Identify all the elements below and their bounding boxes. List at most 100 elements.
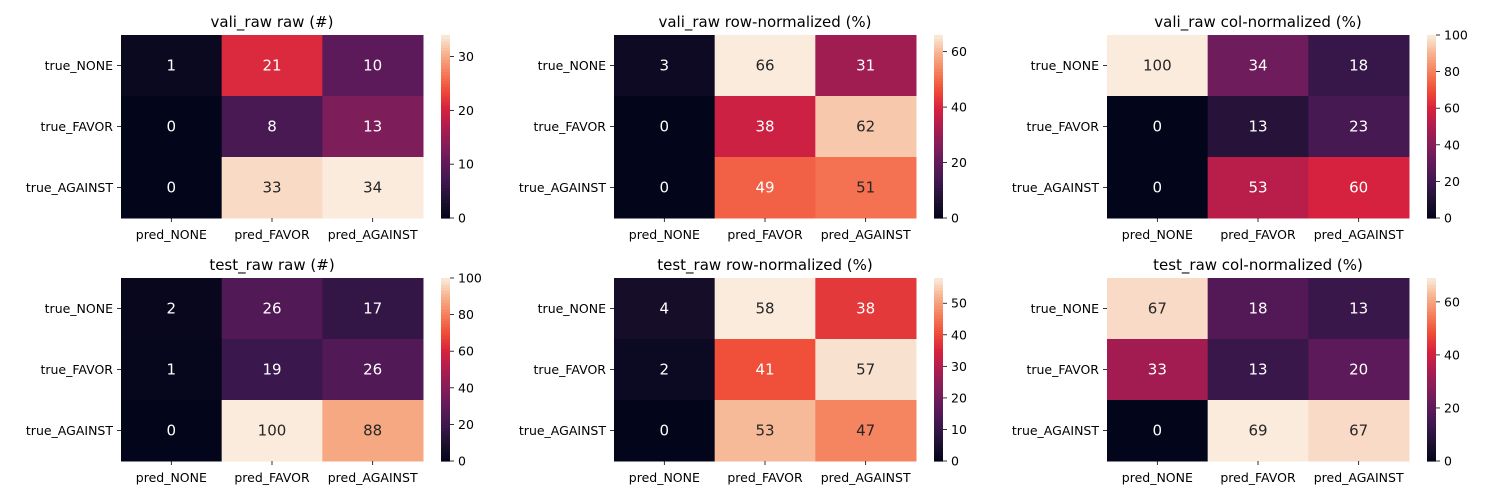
row-tick-label: true_AGAINST bbox=[26, 423, 113, 438]
heatmap-panel-6: test_raw col-normalized (%) 67 18 13 33 13 20 0… bbox=[1012, 256, 1460, 485]
colorbar-segment bbox=[1427, 335, 1436, 340]
colorbar-segment bbox=[1427, 208, 1436, 213]
colorbar-segment bbox=[1427, 153, 1436, 158]
heatmap-cell bbox=[714, 339, 816, 401]
colorbar-segment bbox=[441, 202, 450, 207]
colorbar-segment bbox=[1427, 384, 1436, 389]
row-tick-label: true_NONE bbox=[45, 58, 113, 73]
cell-value-label: 13 bbox=[1248, 118, 1267, 136]
colorbar-segment bbox=[441, 208, 450, 213]
colorbar-segment bbox=[934, 345, 943, 349]
colorbar-segment bbox=[441, 196, 450, 201]
chart-title: test_raw raw (#) bbox=[209, 256, 334, 275]
colorbar-segment bbox=[934, 157, 943, 161]
colorbar-segment bbox=[441, 193, 450, 198]
heatmap-cell bbox=[815, 96, 917, 158]
colorbar-segment bbox=[441, 290, 450, 294]
colorbar-segment bbox=[441, 56, 450, 60]
col-tick-label: pred_AGAINST bbox=[1314, 227, 1404, 242]
heatmap-cell bbox=[1207, 157, 1309, 219]
colorbar-segment bbox=[1427, 369, 1436, 374]
heatmap-cell bbox=[121, 400, 223, 462]
cell-value-label: 0 bbox=[1153, 118, 1163, 136]
colorbar-segment bbox=[1427, 89, 1436, 94]
heatmap-cell bbox=[614, 400, 716, 462]
colorbar-segment bbox=[934, 135, 943, 140]
colorbar-tick-label: 10 bbox=[458, 157, 474, 172]
cell-value-label: 4 bbox=[660, 300, 670, 318]
colorbar-segment bbox=[1427, 332, 1436, 337]
colorbar-segment bbox=[934, 396, 943, 401]
colorbar-segment bbox=[934, 403, 943, 407]
heatmap-cell bbox=[815, 400, 917, 462]
cell-value-label: 41 bbox=[755, 361, 774, 379]
colorbar-tick-label: 20 bbox=[951, 155, 967, 170]
cell-value-label: 69 bbox=[1248, 422, 1267, 440]
colorbar-segment bbox=[441, 375, 450, 380]
colorbar-tick-label: 0 bbox=[458, 454, 466, 469]
colorbar-segment bbox=[934, 111, 943, 115]
cell-value-label: 2 bbox=[167, 300, 177, 318]
col-tick-label: pred_NONE bbox=[629, 227, 700, 242]
cell-value-label: 57 bbox=[856, 361, 875, 379]
colorbar-tick-label: 60 bbox=[1444, 294, 1460, 309]
colorbar-segment bbox=[1427, 445, 1436, 450]
heatmap-cell bbox=[221, 35, 323, 97]
colorbar-segment bbox=[934, 172, 943, 176]
colorbar-segment bbox=[934, 80, 943, 85]
col-tick-label: pred_FAVOR bbox=[234, 470, 310, 485]
heatmap-cell bbox=[1207, 400, 1309, 462]
colorbar-segment bbox=[441, 317, 450, 322]
heatmap-cell bbox=[714, 400, 816, 462]
cell-value-label: 34 bbox=[1248, 57, 1267, 75]
colorbar-segment bbox=[934, 163, 943, 167]
colorbar-tick-label: 0 bbox=[951, 211, 959, 226]
colorbar-segment bbox=[934, 320, 943, 325]
colorbar-segment bbox=[934, 102, 943, 106]
colorbar-segment bbox=[934, 41, 943, 45]
colorbar-segment bbox=[441, 53, 450, 57]
colorbar-segment bbox=[441, 144, 450, 149]
colorbar-segment bbox=[934, 169, 943, 173]
col-tick-label: pred_FAVOR bbox=[234, 227, 310, 242]
colorbar-segment bbox=[934, 393, 943, 398]
colorbar-tick-label: 20 bbox=[458, 417, 474, 432]
colorbar-segment bbox=[1427, 138, 1436, 143]
colorbar-segment bbox=[1427, 320, 1436, 325]
heatmap-cell bbox=[815, 278, 917, 340]
colorbar-segment bbox=[1427, 71, 1436, 76]
colorbar-segment bbox=[1427, 196, 1436, 201]
colorbar-segment bbox=[1427, 436, 1436, 441]
colorbar-segment bbox=[934, 89, 943, 94]
heatmap-cell bbox=[1207, 35, 1309, 97]
colorbar-segment bbox=[934, 372, 943, 377]
colorbar-segment bbox=[934, 332, 943, 337]
colorbar-segment bbox=[441, 150, 450, 155]
colorbar-segment bbox=[1427, 175, 1436, 179]
colorbar-segment bbox=[441, 157, 450, 161]
colorbar-segment bbox=[1427, 169, 1436, 173]
cell-value-label: 66 bbox=[755, 57, 774, 75]
colorbar-segment bbox=[1427, 38, 1436, 42]
cell-value-label: 0 bbox=[1153, 422, 1163, 440]
colorbar-segment bbox=[441, 335, 450, 340]
heatmap-cell bbox=[121, 278, 223, 340]
heatmap-panel-3: vali_raw col-normalized (%) 100 34 18 0 13 23 0… bbox=[1012, 13, 1468, 242]
colorbar-segment bbox=[934, 342, 943, 346]
colorbar-tick-label: 0 bbox=[1444, 454, 1452, 469]
chart-title: vali_raw row-normalized (%) bbox=[658, 13, 871, 32]
heatmap-cell bbox=[1107, 278, 1209, 340]
colorbar-segment bbox=[441, 393, 450, 398]
colorbar-segment bbox=[934, 363, 943, 368]
colorbar-segment bbox=[1427, 80, 1436, 85]
cell-value-label: 49 bbox=[755, 179, 774, 197]
colorbar-segment bbox=[1427, 181, 1436, 186]
colorbar-segment bbox=[441, 436, 450, 441]
colorbar-segment bbox=[934, 196, 943, 201]
colorbar-tick-label: 40 bbox=[1444, 137, 1460, 152]
colorbar-segment bbox=[441, 430, 450, 435]
heatmap-cell bbox=[815, 157, 917, 219]
colorbar-segment bbox=[934, 305, 943, 310]
colorbar-segment bbox=[934, 108, 943, 112]
colorbar-tick-label: 0 bbox=[1444, 211, 1452, 226]
